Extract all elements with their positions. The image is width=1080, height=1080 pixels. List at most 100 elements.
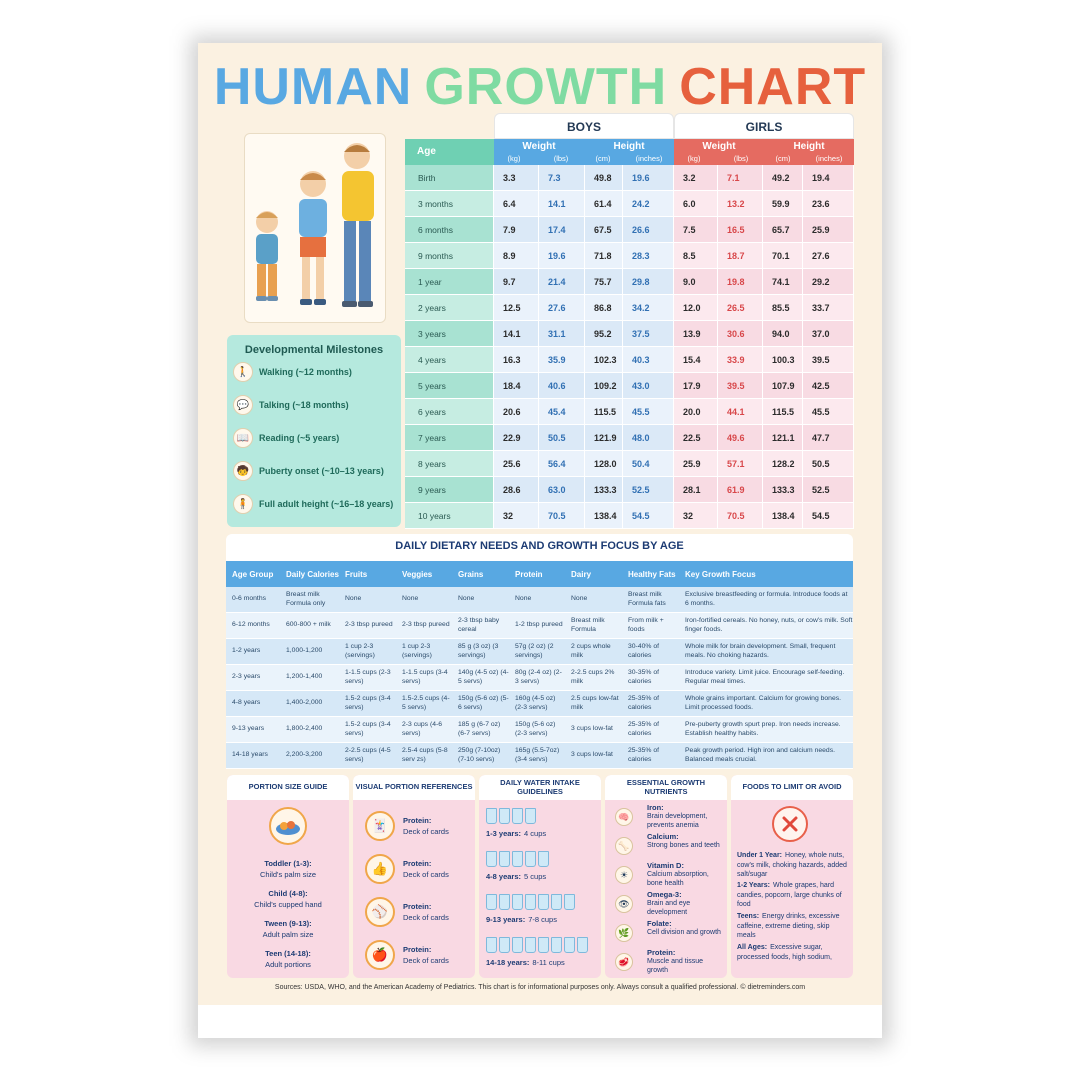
diet-cell: 2.5-4 cups (5-8 serv zs) bbox=[396, 743, 452, 769]
girls-weight-lbs-cell: 33.9 bbox=[718, 347, 763, 373]
girls-height-inches-cell: 23.6 bbox=[803, 191, 854, 217]
limit-desc: Energy drinks, excessive caffeine, extre… bbox=[737, 913, 840, 939]
limit-panel-title: FOODS TO LIMIT OR AVOID bbox=[731, 775, 853, 800]
nutrient-desc: Muscle and tissue growth bbox=[647, 958, 704, 974]
boys-height-cm-cell: 86.8 bbox=[585, 295, 623, 321]
diet-header-cell: Fruits bbox=[345, 569, 368, 579]
table-row: 4 years 16.3 35.9 102.3 40.3 15.4 33.9 100.3 39.… bbox=[405, 347, 854, 373]
reference-label: Protein: bbox=[403, 945, 432, 954]
portion-desc: Adult portions bbox=[265, 960, 311, 969]
boys-weight-kg-cell: 22.9 bbox=[494, 425, 539, 451]
girls-height-cm-cell: 121.1 bbox=[763, 425, 803, 451]
diet-cell: 25-35% of calories bbox=[622, 691, 679, 717]
water-line: 1-3 years: 4 cups bbox=[486, 829, 546, 839]
boys-weight-lbs-cell: 50.5 bbox=[539, 425, 585, 451]
nutrients-panel-title: ESSENTIAL GROWTH NUTRIENTS bbox=[605, 775, 727, 800]
boys-weight-lbs-cell: 31.1 bbox=[539, 321, 585, 347]
portion-label: Child (4-8): bbox=[268, 889, 308, 898]
diet-cell: 85 g (3 oz) (3 servings) bbox=[452, 639, 509, 665]
girls-height-cm-cell: 85.5 bbox=[763, 295, 803, 321]
table-row: 9 years 28.6 63.0 133.3 52.5 28.1 61.9 133.3 52.… bbox=[405, 477, 854, 503]
children-illustration bbox=[244, 133, 386, 323]
table-row: 6 years 20.6 45.4 115.5 45.5 20.0 44.1 115.5 45.… bbox=[405, 399, 854, 425]
girls-weight-lbs-cell: 19.8 bbox=[718, 269, 763, 295]
girls-height-cm-cell: 100.3 bbox=[763, 347, 803, 373]
girls-weight-lbs-cell: 13.2 bbox=[718, 191, 763, 217]
boys-weight-kg-cell: 14.1 bbox=[494, 321, 539, 347]
diet-cell: 1,400-2,000 bbox=[280, 691, 339, 717]
limit-item: Under 1 Year: Honey, whole nuts, cow's mi… bbox=[737, 851, 849, 880]
nutrient-desc: Calcium absorption, bone health bbox=[647, 871, 709, 887]
boys-height-cm-cell: 102.3 bbox=[585, 347, 623, 373]
girls-height-cm-cell: 65.7 bbox=[763, 217, 803, 243]
nutrient-icon: 🌿 bbox=[615, 924, 633, 942]
portion-desc: Adult palm size bbox=[262, 930, 314, 939]
girls-height-inches-cell: 50.5 bbox=[803, 451, 854, 477]
diet-cell: 1 cup 2-3 (servings) bbox=[396, 639, 452, 665]
girls-height-header: Height bbox=[793, 141, 825, 152]
unit-inches: (inches) bbox=[635, 154, 663, 163]
diet-cell: Whole grains important. Calcium for grow… bbox=[679, 691, 853, 717]
boys-height-cm-cell: 71.8 bbox=[585, 243, 623, 269]
portion-desc: Child's palm size bbox=[259, 870, 317, 879]
age-cell: 6 years bbox=[405, 399, 494, 425]
girls-height-cm-cell: 115.5 bbox=[763, 399, 803, 425]
diet-table-row: 0-6 months Breast milk Formula only None No… bbox=[226, 587, 853, 613]
boys-height-cm-cell: 49.8 bbox=[585, 165, 623, 191]
nutrient-desc: Strong bones and teeth bbox=[647, 842, 720, 849]
girls-weight-kg-cell: 22.5 bbox=[674, 425, 718, 451]
diet-table-row: 14-18 years 2,200-3,200 2-2.5 cups (4-5 se… bbox=[226, 743, 853, 769]
nutrient-label: Calcium: bbox=[647, 832, 679, 841]
girls-weight-lbs-cell: 49.6 bbox=[718, 425, 763, 451]
table-row: 3 months 6.4 14.1 61.4 24.2 6.0 13.2 59.9 23.6 bbox=[405, 191, 854, 217]
dietary-table-header: Age Group Daily Calories Fruits Veggies Grai… bbox=[226, 561, 853, 587]
diet-cell: 80g (2-4 oz) (2-3 servs) bbox=[509, 665, 565, 691]
diet-cell: Pre-puberty growth spurt prep. Iron need… bbox=[679, 717, 853, 743]
unit-cm: (cm) bbox=[775, 154, 791, 163]
water-glass-icon bbox=[486, 937, 497, 953]
nutrient-desc: Brain and eye development bbox=[647, 900, 691, 916]
diet-cell: 1,800-2,400 bbox=[280, 717, 339, 743]
diet-cell: 2-3 years bbox=[226, 665, 280, 691]
boys-weight-kg-cell: 16.3 bbox=[494, 347, 539, 373]
diet-cell: Breast milk Formula only bbox=[280, 587, 339, 613]
diet-cell: 1,200-1,400 bbox=[280, 665, 339, 691]
girls-height-cm-cell: 94.0 bbox=[763, 321, 803, 347]
girls-height-inches-cell: 39.5 bbox=[803, 347, 854, 373]
diet-cell: 3 cups low-fat bbox=[565, 743, 622, 769]
diet-table-row: 6-12 months 600-800 + milk 2-3 tbsp pureed… bbox=[226, 613, 853, 639]
diet-cell: 600-800 + milk bbox=[280, 613, 339, 639]
boys-height-inches-cell: 24.2 bbox=[623, 191, 674, 217]
boys-height-inches-cell: 34.2 bbox=[623, 295, 674, 321]
diet-cell: 30-40% of calories bbox=[622, 639, 679, 665]
diet-cell: 2,200-3,200 bbox=[280, 743, 339, 769]
table-row: 7 years 22.9 50.5 121.9 48.0 22.5 49.6 121.1 47.… bbox=[405, 425, 854, 451]
water-glass-icon bbox=[564, 937, 575, 953]
diet-cell: 165g (5.5-7oz) (3-4 servs) bbox=[509, 743, 565, 769]
boys-height-cm-cell: 95.2 bbox=[585, 321, 623, 347]
table-row: 2 years 12.5 27.6 86.8 34.2 12.0 26.5 85.5 33.7 bbox=[405, 295, 854, 321]
age-cell: 4 years bbox=[405, 347, 494, 373]
boys-height-inches-cell: 29.8 bbox=[623, 269, 674, 295]
boys-weight-lbs-cell: 70.5 bbox=[539, 503, 585, 529]
boys-height-cm-cell: 67.5 bbox=[585, 217, 623, 243]
water-glass-icon bbox=[538, 851, 549, 867]
diet-cell: 6-12 months bbox=[226, 613, 280, 639]
diet-cell: None bbox=[396, 587, 452, 613]
diet-cell: 2-3 tbsp pureed bbox=[339, 613, 396, 639]
diet-cell: 3 cups low-fat bbox=[565, 717, 622, 743]
boys-height-inches-cell: 52.5 bbox=[623, 477, 674, 503]
water-glass-icon bbox=[551, 894, 562, 910]
boys-weight-kg-cell: 25.6 bbox=[494, 451, 539, 477]
reference-desc: Deck of cards bbox=[403, 827, 449, 836]
nutrients-panel: ESSENTIAL GROWTH NUTRIENTS 🧠 Iron: Brain d… bbox=[605, 775, 727, 978]
girls-height-cm-cell: 70.1 bbox=[763, 243, 803, 269]
girls-weight-kg-cell: 28.1 bbox=[674, 477, 718, 503]
limit-label: Under 1 Year: bbox=[737, 852, 783, 859]
diet-cell: 14-18 years bbox=[226, 743, 280, 769]
age-cell: 9 months bbox=[405, 243, 494, 269]
limit-label: All Ages: bbox=[737, 944, 768, 951]
portion-reference-icon: 🃏 bbox=[365, 811, 395, 841]
title-word-chart: CHART bbox=[679, 58, 867, 116]
water-glass-icon bbox=[538, 937, 549, 953]
